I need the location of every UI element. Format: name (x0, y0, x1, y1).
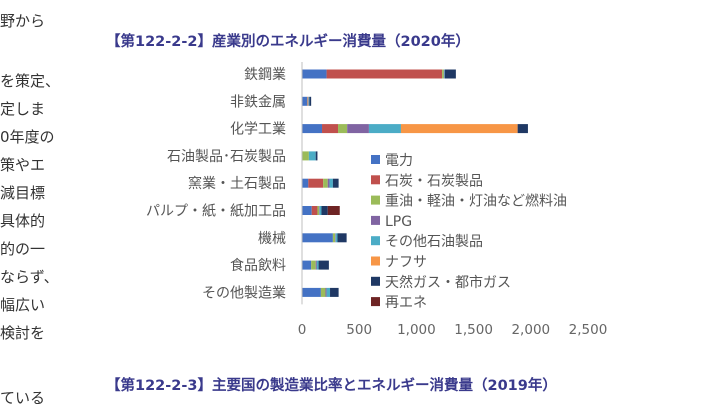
bar-segment-6-3 (315, 151, 318, 161)
bar-segment-2-7 (311, 260, 316, 270)
bar-segment-6-7 (318, 260, 329, 270)
legend-swatch-7 (371, 297, 380, 307)
bar-segment-3-1 (308, 96, 309, 106)
legend-label-0: 電力 (385, 153, 413, 169)
bar-segment-7-5 (327, 206, 340, 215)
bar-segment-6-4 (332, 178, 339, 188)
body-text-line: 0年度の (0, 128, 55, 146)
bar-segment-3-6 (335, 233, 336, 243)
bar-segment-4-2 (368, 124, 401, 134)
x-tick-label: 2,500 (569, 322, 608, 338)
bar-segment-0-0 (302, 69, 327, 79)
legend-swatch-1 (371, 175, 380, 185)
category-label: 非鉄金属 (230, 94, 286, 110)
bar-segment-3-0 (443, 69, 445, 79)
body-text-line: 幅広い (0, 296, 46, 314)
bar-segment-4-7 (316, 260, 319, 270)
bar-segment-2-8 (320, 287, 326, 297)
bar-segment-2-5 (317, 206, 320, 215)
bar-segment-3-5 (319, 206, 320, 215)
category-label: 石油製品･石炭製品 (167, 149, 286, 165)
bar-segment-4-6 (335, 233, 338, 243)
bar-segment-1-4 (308, 178, 324, 188)
category-labels: 鉄鋼業非鉄金属化学工業石油製品･石炭製品窯業・土石製品パルプ・紙・紙加工品機械食… (146, 67, 286, 301)
bar-segment-3-8 (325, 287, 327, 297)
bar-segment-0-5 (302, 206, 312, 215)
bar-segment-0-2 (302, 124, 323, 134)
x-tick-label: 500 (346, 322, 372, 338)
x-tick-label: 0 (298, 322, 307, 338)
legend-swatch-6 (371, 276, 380, 286)
x-axis-tick-labels: 0 500 1,000 1,500 2,000 2,500 (298, 322, 608, 338)
bar-segment-3-2 (347, 124, 369, 134)
body-text-line: 定しま (0, 100, 46, 118)
body-text-line: 野から (0, 12, 46, 30)
legend-label-4: その他石油製品 (385, 234, 483, 250)
bar-segment-4-4 (329, 178, 333, 188)
x-tick-label: 1,500 (454, 322, 493, 338)
bar-segment-5-2 (400, 124, 518, 134)
bar-segment-2-1 (307, 96, 309, 106)
bar-segment-4-0 (444, 69, 445, 79)
bar-segment-0-4 (302, 178, 309, 188)
legend-swatch-2 (371, 195, 380, 205)
legend-label-3: LPG (385, 214, 412, 230)
bar-segment-1-0 (326, 69, 443, 79)
bar-segment-0-6 (302, 233, 333, 243)
bar-segment-6-2 (517, 124, 528, 134)
legend-swatch-4 (371, 236, 380, 246)
bar-segment-6-8 (330, 287, 339, 297)
legend-label-5: ナフサ (385, 255, 427, 271)
category-label: 鉄鋼業 (244, 67, 286, 83)
bar-segment-4-1 (308, 96, 310, 106)
legend-swatch-3 (371, 215, 380, 225)
bar-segment-1-1 (307, 96, 308, 106)
category-label: 窯業・土石製品 (188, 175, 286, 192)
bar-segment-6-5 (321, 206, 328, 215)
figure-heading: 【第122-2-2】産業別のエネルギー消費量（2020年） (106, 34, 470, 50)
next-figure-heading: 【第122-2-3】主要国の製造業比率とエネルギー消費量（2019年） (106, 378, 557, 394)
body-text-line: 検討を (0, 324, 46, 342)
bar-segment-0-8 (302, 287, 321, 297)
bar-segment-0-7 (302, 260, 312, 270)
legend-swatch-0 (371, 155, 380, 164)
legend-label-1: 石炭・石炭製品 (385, 173, 483, 189)
bars-group (302, 69, 528, 297)
body-text-line: ならず、 (0, 268, 59, 286)
bar-segment-6-6 (337, 233, 347, 243)
x-tick-label: 1,000 (397, 322, 436, 338)
category-label: その他製造業 (202, 285, 286, 301)
body-text-line: を策定、 (0, 72, 61, 90)
bar-segment-3-7 (315, 260, 317, 270)
body-text-line: 減目標 (0, 184, 46, 202)
category-label: 食品飲料 (230, 257, 286, 274)
bar-segment-1-5 (311, 206, 318, 215)
legend-label-2: 重油・軽油・灯油など燃料油 (385, 193, 567, 210)
x-tick-label: 2,000 (511, 322, 550, 338)
category-label: 化学工業 (230, 122, 286, 138)
bar-segment-0-1 (302, 96, 308, 106)
bar-segment-2-4 (323, 178, 328, 188)
legend-swatch-5 (371, 256, 380, 266)
bar-segment-2-0 (442, 69, 444, 79)
category-label: パルプ・紙・紙加工品 (146, 204, 286, 220)
body-text-line: 具体的 (0, 212, 46, 230)
bar-segment-3-4 (327, 178, 330, 188)
body-text-line: 的の一 (0, 240, 46, 258)
bar-segment-2-6 (332, 233, 336, 243)
body-text-line: 策やエ (0, 156, 46, 174)
bar-segment-4-3 (308, 151, 316, 161)
legend-label-6: 天然ガス・都市ガス (385, 274, 511, 291)
bar-segment-6-0 (445, 69, 456, 79)
bar-segment-2-3 (302, 151, 309, 161)
bar-segment-4-5 (319, 206, 322, 215)
bar-segment-1-2 (322, 124, 339, 134)
legend-label-7: 再エネ (385, 295, 427, 311)
bar-segment-4-8 (326, 287, 331, 297)
bar-segment-6-1 (309, 96, 312, 106)
bar-segment-2-2 (338, 124, 348, 134)
category-label: 機械 (258, 231, 286, 247)
